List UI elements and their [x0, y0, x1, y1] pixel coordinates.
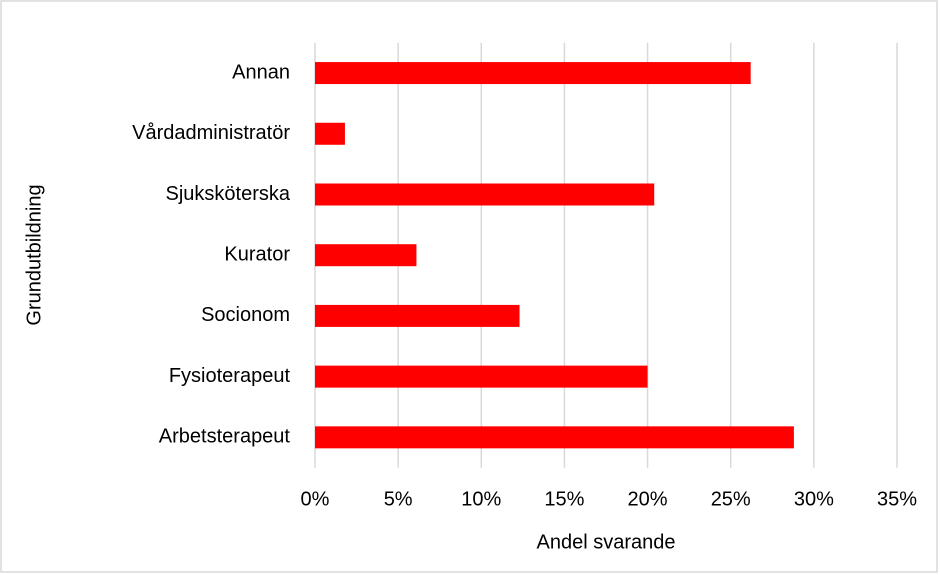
x-tick-label: 25% [711, 488, 751, 510]
x-axis-title: Andel svarande [537, 531, 676, 553]
bar [315, 426, 794, 449]
x-tick-label: 10% [461, 488, 501, 510]
y-tick-label: Kurator [224, 243, 290, 265]
y-tick-label: Fysioterapeut [169, 365, 291, 387]
x-tick-label: 35% [877, 488, 917, 510]
y-tick-label: Sjuksköterska [166, 183, 291, 205]
bar [315, 122, 345, 145]
bar [315, 365, 648, 388]
x-tick-label: 20% [628, 488, 668, 510]
y-tick-label: Vårdadministratör [132, 122, 290, 144]
bar [315, 62, 751, 85]
y-tick-label: Annan [232, 61, 290, 83]
bar [315, 183, 655, 206]
bar [315, 304, 520, 327]
x-tick-label: 30% [794, 488, 834, 510]
y-tick-label: Socionom [201, 304, 290, 326]
y-tick-label: Arbetsterapeut [159, 426, 291, 448]
y-axis-title: Grundutbildning [23, 184, 45, 325]
x-tick-label: 0% [301, 488, 330, 510]
x-tick-label: 5% [384, 488, 413, 510]
x-tick-label: 15% [544, 488, 584, 510]
bar [315, 244, 417, 267]
